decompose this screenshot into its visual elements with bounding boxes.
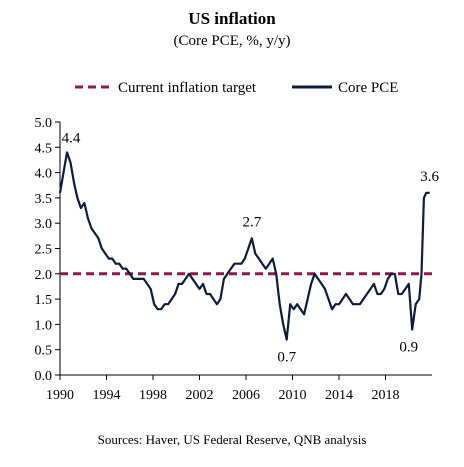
y-tick-label: 3.0 [35,217,53,232]
y-tick-label: 1.0 [35,318,53,333]
series-line-core-pce [58,151,430,341]
data-label: 0.9 [399,339,418,355]
x-tick-label: 1998 [139,388,167,403]
legend-label-target: Current inflation target [118,80,257,96]
y-ticks: 0.0 0.5 1.0 1.5 2.0 2.5 3.0 3.5 4.0 4.5 5.0 [35,116,60,384]
y-tick-label: 4.5 [35,141,53,156]
annotations: 4.4 2.7 0.7 0.9 3.6 [62,130,440,365]
y-tick-label: 4.0 [35,167,53,182]
x-tick-label: 1990 [46,388,74,403]
chart-title: US inflation [188,9,276,28]
y-tick-label: 2.5 [35,243,53,258]
x-tick-label: 2006 [232,388,260,403]
x-tick-label: 2014 [325,388,353,403]
x-tick-label: 2010 [279,388,307,403]
y-tick-label: 0.5 [35,344,53,359]
y-tick-label: 2.0 [35,268,53,283]
data-label: 0.7 [277,350,296,366]
x-tick-label: 2018 [372,388,400,403]
data-label: 4.4 [62,130,81,146]
legend-label-core-pce: Core PCE [338,80,398,96]
y-tick-label: 5.0 [35,116,53,131]
x-tick-label: 2002 [186,388,214,403]
y-tick-label: 1.5 [35,293,53,308]
chart-subtitle: (Core PCE, %, y/y) [173,33,290,49]
data-label: 3.6 [420,169,439,185]
x-ticks: 1990 1994 1998 2002 2006 2010 2014 2018 [46,375,400,403]
y-tick-label: 0.0 [35,369,53,384]
source-note: Sources: Haver, US Federal Reserve, QNB … [98,432,367,447]
data-label: 2.7 [242,214,261,230]
legend: Current inflation target Core PCE [75,80,398,96]
y-tick-label: 3.5 [35,192,53,207]
x-tick-label: 1994 [93,388,121,403]
